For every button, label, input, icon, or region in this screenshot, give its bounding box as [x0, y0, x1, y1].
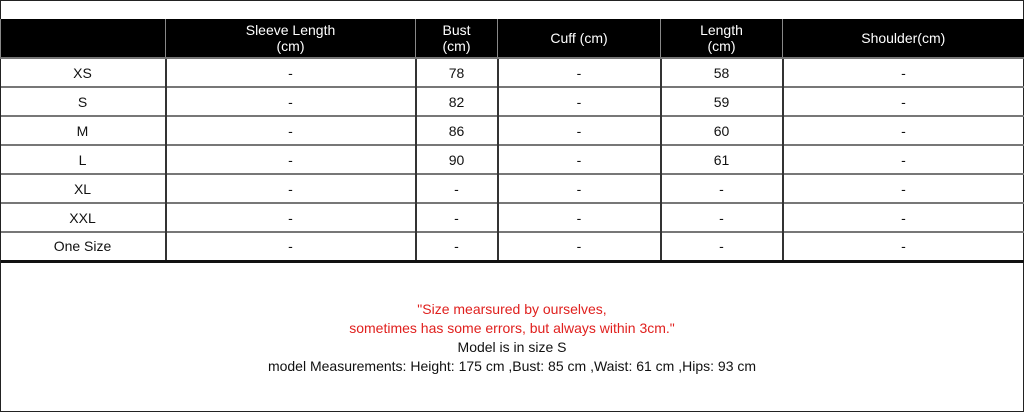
disclaimer-line-2: sometimes has some errors, but always wi…: [349, 320, 675, 336]
table-cell: -: [164, 144, 416, 174]
table-cell: -: [659, 202, 783, 232]
table-cell: -: [164, 86, 416, 116]
table-cell: -: [781, 173, 1024, 203]
table-row: S -82-59-: [0, 86, 1024, 116]
table-cell: 60: [659, 115, 783, 145]
table-row: XL - - - - -: [0, 173, 1024, 203]
model-measurements: model Measurements: Height: 175 cm ,Bust…: [267, 358, 757, 374]
table-cell: -: [781, 202, 1024, 232]
table-cell: -: [659, 231, 783, 263]
column-header: Shoulder(cm): [782, 19, 1024, 58]
disclaimer-line-1: "Size mearsured by ourselves,: [417, 301, 607, 317]
model-size: Model is in size S: [457, 339, 567, 355]
table-cell: -: [496, 231, 661, 263]
table-cell: -: [496, 115, 661, 145]
size-label: XS: [0, 57, 166, 87]
table-row: M -86-60-: [0, 115, 1024, 145]
table-cell: -: [414, 202, 498, 232]
column-header: [0, 19, 166, 58]
table-row: XXL - - - - -: [0, 202, 1024, 232]
size-label: L: [0, 144, 166, 174]
table-row: One Size - - - - -: [0, 231, 1024, 263]
size-label: M: [0, 115, 166, 145]
table-cell: -: [496, 86, 661, 116]
table-cell: -: [781, 231, 1024, 263]
column-header-line: Cuff (cm): [550, 30, 608, 46]
table-cell: -: [496, 202, 661, 232]
table-cell: -: [414, 231, 498, 263]
size-label: One Size: [0, 231, 166, 263]
table-cell: -: [781, 57, 1024, 87]
table-cell: 90: [414, 144, 498, 174]
column-header: Sleeve Length (cm): [165, 19, 416, 58]
table-cell: -: [164, 173, 416, 203]
table-cell: -: [164, 202, 416, 232]
column-header-line: (cm): [707, 38, 736, 54]
table-cell: -: [496, 173, 661, 203]
table-cell: 78: [414, 57, 498, 87]
column-header: Length (cm): [660, 19, 783, 58]
table-cell: 58: [659, 57, 783, 87]
column-header-line: (cm): [442, 38, 471, 54]
column-header-line: Bust: [442, 22, 471, 38]
table-cell: -: [414, 173, 498, 203]
column-header-line: Shoulder(cm): [861, 30, 946, 46]
table-cell: -: [781, 86, 1024, 116]
size-label: XXL: [0, 202, 166, 232]
table-cell: -: [164, 115, 416, 145]
header-row: Sleeve Length (cm) Bust (cm) Cuff (cm) Length…: [0, 19, 1024, 58]
column-header-line: (cm): [276, 38, 305, 54]
size-label: XL: [0, 173, 166, 203]
notes: "Size mearsured by ourselves, sometimes …: [0, 300, 1024, 376]
size-label: S: [0, 86, 166, 116]
table-cell: -: [496, 144, 661, 174]
column-header: Cuff (cm): [497, 19, 661, 58]
table-row: L -90-61-: [0, 144, 1024, 174]
column-header: Bust (cm): [415, 19, 498, 58]
table-cell: -: [164, 57, 416, 87]
table-cell: 59: [659, 86, 783, 116]
table-cell: -: [496, 57, 661, 87]
table-cell: -: [659, 173, 783, 203]
table-row: XS -78-58-: [0, 57, 1024, 87]
column-header-line: Sleeve Length: [245, 22, 336, 38]
table-cell: 86: [414, 115, 498, 145]
column-header-line: Length: [700, 22, 743, 38]
table-cell: 82: [414, 86, 498, 116]
table-cell: 61: [659, 144, 783, 174]
size-table: Sleeve Length (cm) Bust (cm) Cuff (cm) Length…: [0, 19, 1024, 263]
table-cell: -: [164, 231, 416, 263]
table-cell: -: [781, 144, 1024, 174]
table-cell: -: [781, 115, 1024, 145]
